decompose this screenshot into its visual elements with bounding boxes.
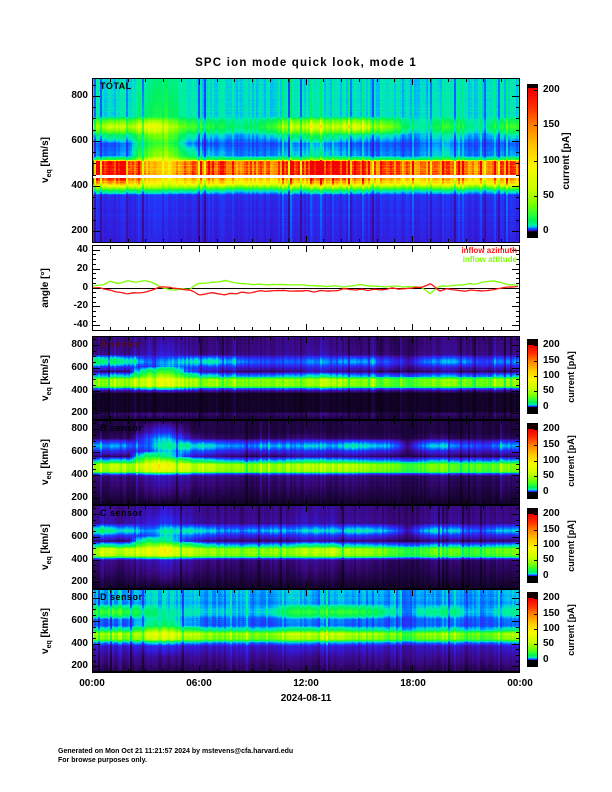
y-tick-label: 400 [71, 180, 88, 191]
y-tick-label: 600 [71, 615, 88, 626]
heatmap-d-sensor [92, 589, 520, 673]
colorbar-tick-label: 50 [543, 554, 555, 565]
colorbar-tick-label: 50 [543, 638, 555, 649]
colorbar-tick-label: 0 [543, 225, 549, 236]
panel-label-total: TOTAL [100, 81, 132, 91]
footer-generated-line: Generated on Mon Oct 21 11:21:57 2024 by… [58, 748, 294, 755]
y-tick-label: -40 [73, 319, 88, 330]
colorbar-tick-label: 150 [543, 608, 560, 619]
y-tick-label: 0 [82, 282, 88, 293]
colorbar-tick-label: 100 [543, 155, 560, 166]
y-tick-label: 400 [71, 469, 88, 480]
date-label: 2024-08-11 [280, 693, 332, 704]
panel-label-c-sensor: C sensor [100, 508, 143, 518]
colorbar-tick-label: 150 [543, 355, 560, 366]
colorbar-a-sensor [527, 339, 538, 414]
y-tick-label: 200 [71, 492, 88, 503]
y-tick-label: 800 [71, 90, 88, 101]
panel-label-a-sensor: A sensor [100, 339, 143, 349]
y-tick-label: 200 [71, 225, 88, 236]
y-tick-label: 200 [71, 660, 88, 671]
y-tick-label: 600 [71, 531, 88, 542]
colorbar-tick-label: 200 [543, 423, 560, 434]
heatmap-c-sensor [92, 505, 520, 589]
x-tick-label: 06:00 [186, 678, 212, 689]
colorbar-tick-label: 200 [543, 508, 560, 519]
colorbar-tick-label: 200 [543, 84, 560, 95]
legend-inflow-attitude: inflow attitude [462, 255, 517, 264]
colorbar-tick-label: 0 [543, 486, 549, 497]
colorbar-tick-label: 150 [543, 439, 560, 450]
y-tick-label: 400 [71, 385, 88, 396]
y-tick-label: 800 [71, 592, 88, 603]
colorbar-tick-label: 150 [543, 119, 560, 130]
colorbar-b-sensor [527, 423, 538, 499]
colorbar-total [527, 84, 538, 238]
y-tick-label: 600 [71, 446, 88, 457]
colorbar-tick-label: 100 [543, 455, 560, 466]
y-tick-label: 800 [71, 339, 88, 350]
colorbar-tick-label: 100 [543, 539, 560, 550]
y-tick-label: -20 [73, 300, 88, 311]
colorbar-tick-label: 50 [543, 385, 555, 396]
y-tick-label: 400 [71, 554, 88, 565]
y-tick-label: 600 [71, 362, 88, 373]
y-tick-label: 200 [71, 576, 88, 587]
colorbar-tick-label: 100 [543, 370, 560, 381]
colorbar-tick-label: 0 [543, 570, 549, 581]
y-axis-title-velocity-total: veq [km/s] [40, 137, 53, 183]
footer-browse-line: For browse purposes only. [58, 757, 147, 764]
y-tick-label: 800 [71, 423, 88, 434]
heatmap-total [92, 78, 520, 243]
y-tick-label: 600 [71, 135, 88, 146]
colorbar-tick-label: 100 [543, 623, 560, 634]
y-tick-label: 800 [71, 508, 88, 519]
legend-inflow-azimuth: inflow azimuth [461, 246, 517, 255]
y-tick-label: 200 [71, 407, 88, 418]
y-tick-label: 400 [71, 638, 88, 649]
colorbar-tick-label: 200 [543, 592, 560, 603]
colorbar-tick-label: 50 [543, 470, 555, 481]
colorbar-d-sensor [527, 592, 538, 667]
panel-label-d-sensor: D sensor [100, 592, 143, 602]
angle-line-plot [92, 245, 520, 331]
colorbar-tick-label: 0 [543, 654, 549, 665]
plot-title: SPC ion mode quick look, mode 1 [195, 57, 417, 69]
x-tick-label: 00:00 [79, 678, 105, 689]
panel-label-b-sensor: B sensor [100, 423, 143, 433]
colorbar-tick-label: 150 [543, 524, 560, 535]
y-tick-label: 40 [76, 244, 88, 255]
x-tick-label: 00:00 [507, 678, 533, 689]
heatmap-a-sensor [92, 336, 520, 420]
y-tick-label: 20 [76, 263, 88, 274]
colorbar-tick-label: 0 [543, 401, 549, 412]
colorbar-tick-label: 50 [543, 190, 555, 201]
heatmap-b-sensor [92, 420, 520, 505]
x-tick-label: 12:00 [293, 678, 319, 689]
x-tick-label: 18:00 [400, 678, 426, 689]
colorbar-tick-label: 200 [543, 339, 560, 350]
colorbar-c-sensor [527, 508, 538, 583]
